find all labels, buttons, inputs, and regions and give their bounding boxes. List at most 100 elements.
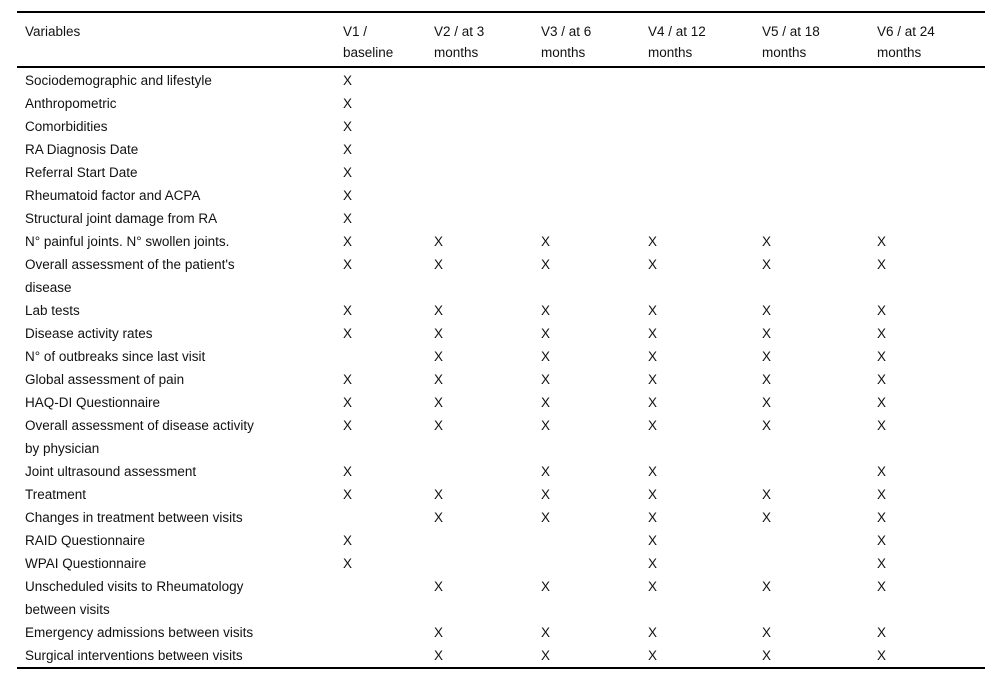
variable-label: Referral Start Date [25, 165, 138, 180]
visit-mark-cell [541, 161, 648, 184]
visit-mark-cell: X [762, 234, 772, 249]
table-row: Global assessment of pain X X X X X X [17, 368, 985, 391]
visit-mark-cell: X [762, 257, 772, 272]
visit-mark-cell: X [877, 510, 887, 525]
visit-mark-cell: X [762, 648, 772, 663]
visit-mark-cell: X [434, 303, 444, 318]
visit-mark-cell: X [343, 372, 353, 387]
visit-mark-cell [343, 644, 434, 668]
variable-label: Changes in treatment between visits [25, 510, 243, 525]
visit-mark-cell: X [541, 234, 551, 249]
visit-mark-cell: X [877, 257, 887, 272]
visit-mark-cell: X [648, 625, 658, 640]
visit-mark-cell: X [877, 556, 887, 571]
visit-mark-cell [434, 552, 541, 575]
visit-mark-cell [648, 207, 762, 230]
variable-label: Emergency admissions between visits [25, 625, 254, 640]
visit-mark-cell: X [343, 395, 353, 410]
visit-mark-cell: X [648, 418, 658, 433]
visit-mark-cell [877, 161, 985, 184]
visit-mark-cell: X [877, 395, 887, 410]
visit-mark-cell [434, 92, 541, 115]
variable-label: Global assessment of pain [25, 372, 185, 387]
visit-mark-cell: X [343, 464, 353, 479]
visit-mark-cell [648, 115, 762, 138]
visit-mark-cell: X [762, 579, 772, 594]
visit-mark-cell [762, 529, 877, 552]
visit-mark-cell: X [762, 625, 772, 640]
variable-label: HAQ-DI Questionnaire [25, 395, 161, 410]
visit-mark-cell [762, 161, 877, 184]
visit-mark-cell: X [343, 142, 353, 157]
visit-mark-cell: X [648, 464, 658, 479]
visit-mark-cell [434, 184, 541, 207]
visit-mark-cell: X [434, 487, 444, 502]
visit-mark-cell: X [343, 211, 353, 226]
table-row: Surgical interventions between visits X X X… [17, 644, 985, 668]
table-row: Anthropometric X [17, 92, 985, 115]
visit-mark-cell: X [434, 234, 444, 249]
visit-mark-cell [434, 115, 541, 138]
variable-label: Anthropometric [25, 96, 117, 111]
visit-mark-cell: X [762, 303, 772, 318]
visit-mark-cell [434, 67, 541, 92]
variable-label: Structural joint damage from RA [25, 211, 218, 226]
table-row: Joint ultrasound assessment X X X X [17, 460, 985, 483]
table-row: Referral Start Date X [17, 161, 985, 184]
table-row: WPAI Questionnaire X X X [17, 552, 985, 575]
visit-mark-cell [343, 621, 434, 644]
variable-label: RA Diagnosis Date [25, 142, 139, 157]
visit-column-header: V3 / at 6 months [541, 12, 648, 68]
variable-label: Sociodemographic and lifestyle [25, 73, 212, 88]
visit-mark-cell [541, 552, 648, 575]
variable-label: Treatment [25, 487, 87, 502]
visit-mark-cell [541, 115, 648, 138]
visit-mark-cell: X [343, 418, 353, 433]
visit-mark-cell [762, 552, 877, 575]
visit-mark-cell: X [343, 119, 353, 134]
visit-mark-cell: X [648, 326, 658, 341]
variable-label: Lab tests [25, 303, 80, 318]
visit-column-header: V5 / at 18 months [762, 12, 877, 68]
visit-mark-cell [541, 138, 648, 161]
visit-mark-cell: X [877, 487, 887, 502]
visit-mark-cell [648, 67, 762, 92]
visit-mark-cell: X [343, 556, 353, 571]
visit-mark-cell: X [762, 418, 772, 433]
visit-mark-cell [648, 92, 762, 115]
visit-mark-cell: X [877, 303, 887, 318]
visit-mark-cell [541, 207, 648, 230]
visit-mark-cell: X [343, 234, 353, 249]
variable-label: N° of outbreaks since last visit [25, 349, 206, 364]
visit-mark-cell [434, 138, 541, 161]
visit-mark-cell: X [434, 418, 444, 433]
visit-mark-cell [434, 207, 541, 230]
visit-mark-cell [343, 345, 434, 368]
visit-mark-cell: X [343, 487, 353, 502]
visit-mark-cell [877, 92, 985, 115]
variable-label: RAID Questionnaire [25, 533, 146, 548]
visit-mark-cell: X [541, 395, 551, 410]
table-header: Variables V1 / baseline V2 / at 3 months V3… [17, 12, 985, 68]
visit-mark-cell: X [648, 510, 658, 525]
visit-mark-cell: X [762, 349, 772, 364]
visit-mark-cell [762, 92, 877, 115]
visit-mark-cell: X [541, 487, 551, 502]
variable-label: Rheumatoid factor and ACPA [25, 188, 201, 203]
table-row: Comorbidities X [17, 115, 985, 138]
table-row: Disease activity rates X X X X X X [17, 322, 985, 345]
visit-mark-cell: X [541, 418, 551, 433]
visit-mark-cell: X [877, 349, 887, 364]
visit-mark-cell: X [434, 372, 444, 387]
visit-mark-cell [541, 67, 648, 92]
table-row: RAID Questionnaire X X X [17, 529, 985, 552]
visit-mark-cell: X [877, 648, 887, 663]
visit-mark-cell: X [434, 648, 444, 663]
header-row: Variables V1 / baseline V2 / at 3 months V3… [17, 12, 985, 68]
visit-mark-cell: X [648, 487, 658, 502]
variable-label: Overall assessment of disease activity b… [25, 418, 254, 456]
table-row: N° painful joints. N° swollen joints. X X X… [17, 230, 985, 253]
visit-mark-cell: X [343, 533, 353, 548]
visit-mark-cell [762, 115, 877, 138]
visit-mark-cell: X [434, 257, 444, 272]
